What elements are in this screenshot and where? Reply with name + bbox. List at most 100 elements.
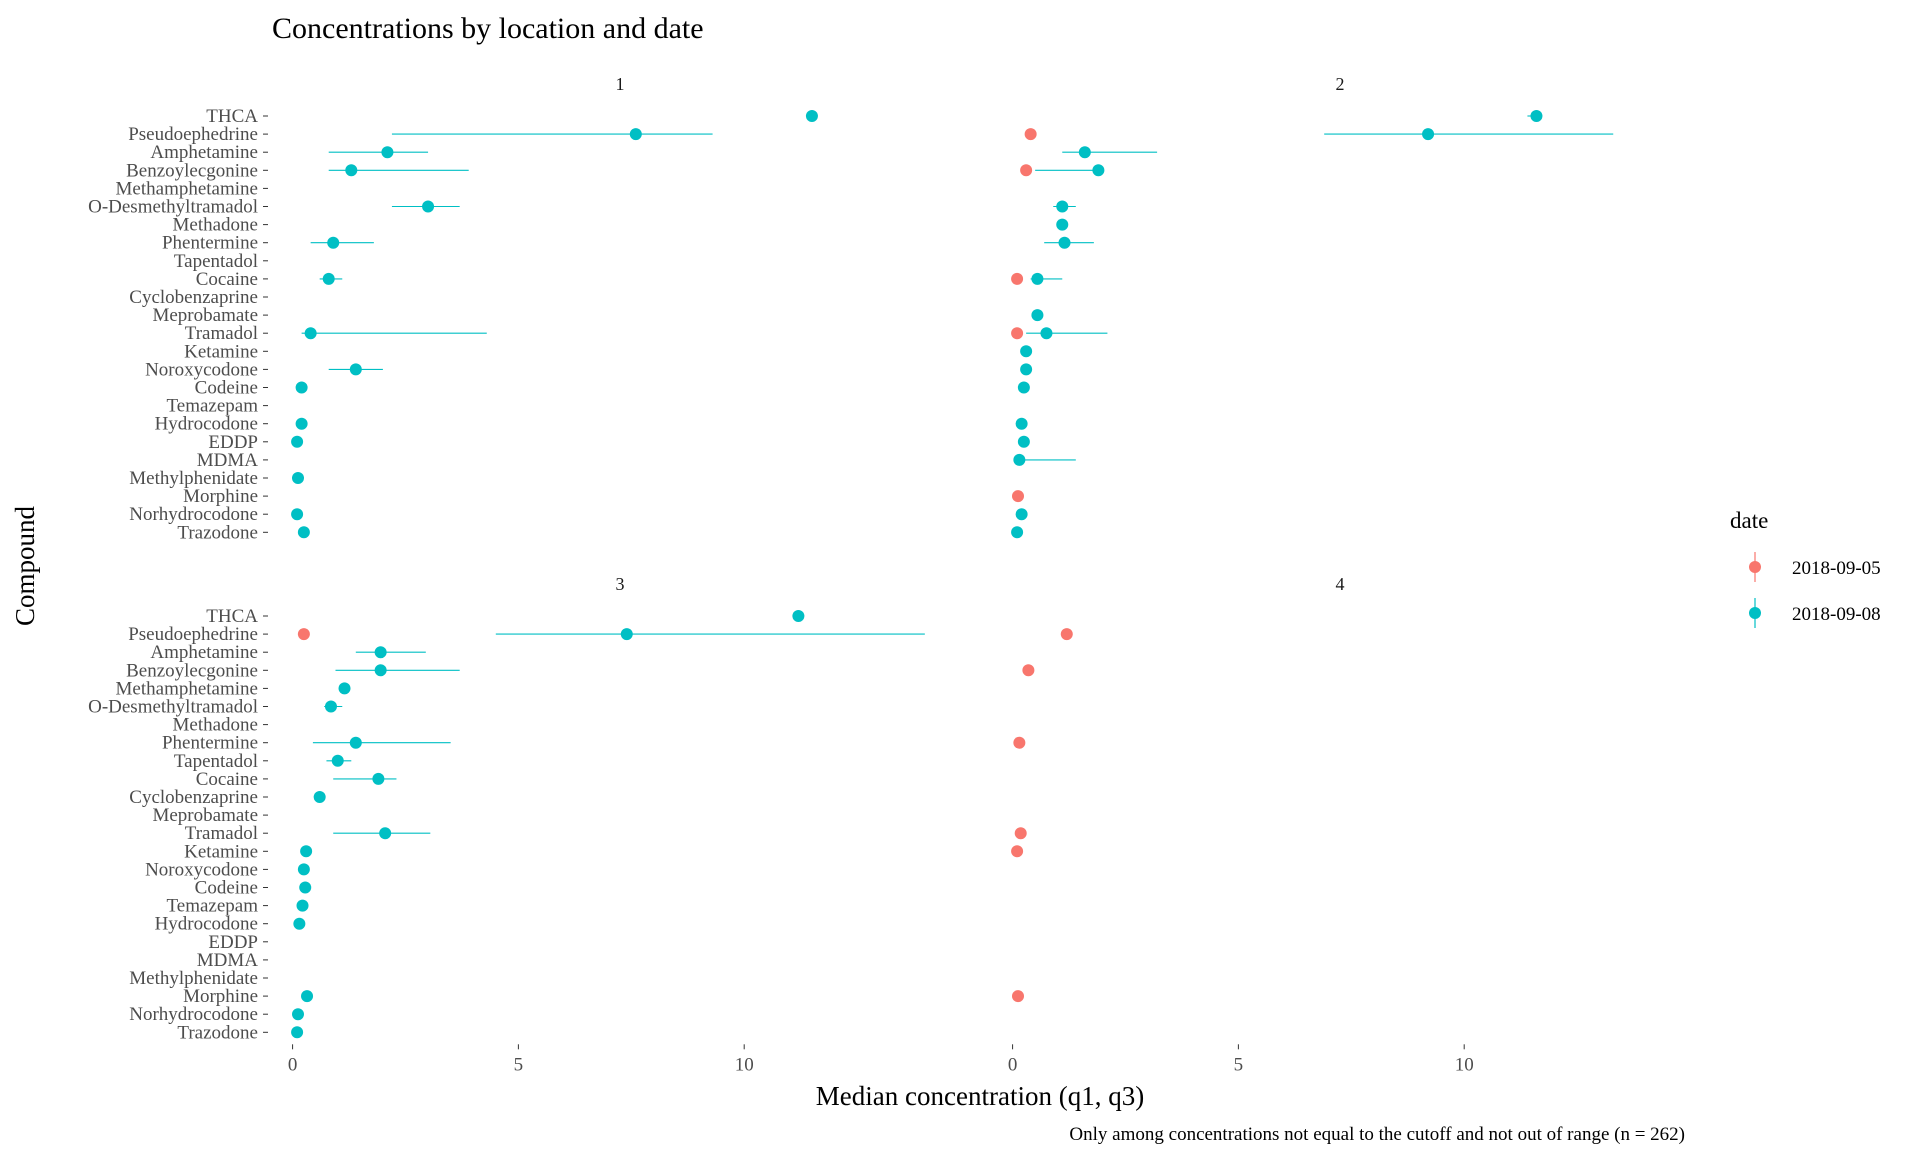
median-point-pseudoephedrine-2018-09-08 [620, 628, 633, 641]
median-point-meprobamate-2018-09-08 [1031, 309, 1044, 322]
legend-label-2018-09-08: 2018-09-08 [1792, 604, 1881, 625]
median-point-eddp-2018-09-08 [1017, 435, 1030, 448]
y-tick-label-benzoylecgonine: Benzoylecgonine [126, 160, 258, 181]
y-tick-label-tapentadol: Tapentadol [174, 251, 258, 272]
legend-label-2018-09-05: 2018-09-05 [1792, 558, 1881, 579]
median-point-methylphenidate-2018-09-08 [292, 472, 304, 484]
median-point-hydrocodone-2018-09-08 [293, 917, 306, 930]
y-tick-label-methadone: Methadone [173, 215, 258, 236]
median-point-noroxycodone-2018-09-08 [349, 363, 362, 376]
median-point-trazodone-2018-09-08 [1011, 526, 1024, 539]
y-tick-label-pseudoephedrine: Pseudoephedrine [128, 124, 258, 145]
panel-1: 1 THCAPseudoephedrineAmphetamineBenzoylec… [88, 74, 818, 543]
median-point-tapentadol-2018-09-08 [331, 754, 344, 767]
y-tick-label-noroxycodone: Noroxycodone [145, 359, 258, 380]
median-point-ketamine-2018-09-05 [1011, 845, 1024, 858]
y-tick-label-ketamine: Ketamine [184, 841, 258, 862]
median-point-eddp-2018-09-08 [291, 435, 304, 448]
panel-strip-label: 4 [1336, 574, 1345, 594]
median-point-hydrocodone-2018-09-08 [295, 417, 308, 430]
y-tick-label-cyclobenzaprine: Cyclobenzaprine [129, 287, 258, 308]
x-axis-title: Median concentration (q1, q3) [816, 1081, 1144, 1111]
median-point-pseudoephedrine-2018-09-08 [629, 128, 642, 141]
y-tick-label-norhydrocodone: Norhydrocodone [129, 504, 258, 525]
median-point-tramadol-2018-09-08 [304, 327, 317, 340]
median-point-methadone-2018-09-08 [1056, 218, 1069, 231]
median-point-amphetamine-2018-09-08 [381, 146, 394, 159]
y-tick-label-hydrocodone: Hydrocodone [155, 414, 258, 435]
y-tick-label-methylphenidate: Methylphenidate [129, 968, 258, 989]
x-tick-label: 5 [514, 1054, 524, 1075]
legend-key-point-2018-09-08 [1749, 607, 1761, 619]
panel-strip-label: 2 [1336, 74, 1345, 94]
y-tick-label-cocaine: Cocaine [196, 269, 258, 290]
y-tick-label-morphine: Morphine [183, 986, 258, 1007]
y-tick-label-cocaine: Cocaine [196, 769, 258, 790]
y-tick-label-codeine: Codeine [195, 378, 258, 399]
median-point-tramadol-2018-09-08 [379, 827, 392, 840]
median-point-noroxycodone-2018-09-08 [1020, 363, 1033, 376]
y-tick-label-trazodone: Trazodone [177, 1022, 258, 1043]
median-point-phentermine-2018-09-08 [327, 236, 340, 249]
y-tick-label-noroxycodone: Noroxycodone [145, 859, 258, 880]
y-tick-label-temazepam: Temazepam [166, 396, 258, 417]
median-point-trazodone-2018-09-08 [291, 1026, 304, 1039]
y-tick-label-trazodone: Trazodone [177, 522, 258, 543]
median-point-morphine-2018-09-05 [1012, 490, 1024, 503]
median-point-benzoylecgonine-2018-09-05 [1022, 664, 1035, 677]
median-point-codeine-2018-09-08 [295, 381, 308, 394]
y-tick-label-pseudoephedrine: Pseudoephedrine [128, 624, 258, 645]
median-point-o-desmethyltramadol-2018-09-08 [1056, 200, 1069, 213]
y-tick-label-tramadol: Tramadol [185, 323, 258, 344]
y-tick-label-o-desmethyltramadol: O-Desmethyltramadol [88, 197, 258, 218]
median-point-codeine-2018-09-08 [1017, 381, 1030, 394]
median-point-hydrocodone-2018-09-08 [1015, 417, 1028, 430]
panel-strip-label: 1 [616, 74, 625, 94]
y-tick-label-hydrocodone: Hydrocodone [155, 914, 258, 935]
median-point-tramadol-2018-09-05 [1011, 327, 1024, 340]
y-tick-label-phentermine: Phentermine [162, 733, 258, 754]
legend: date 2018-09-05 2018-09-08 [1730, 508, 1881, 628]
panel-4: 4 0 5 10 [1008, 574, 1474, 1075]
median-point-trazodone-2018-09-08 [297, 526, 310, 539]
y-tick-label-o-desmethyltramadol: O-Desmethyltramadol [88, 697, 258, 718]
y-tick-label-methadone: Methadone [173, 715, 258, 736]
median-point-benzoylecgonine-2018-09-08 [1092, 164, 1105, 177]
median-point-phentermine-2018-09-08 [349, 736, 362, 749]
median-point-thca-2018-09-08 [792, 610, 805, 622]
median-point-cocaine-2018-09-08 [372, 772, 385, 785]
median-point-cocaine-2018-09-08 [1031, 272, 1044, 285]
x-tick-label: 10 [735, 1054, 754, 1075]
median-point-o-desmethyltramadol-2018-09-08 [324, 700, 337, 713]
median-point-temazepam-2018-09-08 [296, 899, 309, 912]
y-tick-label-mdma: MDMA [197, 450, 259, 471]
chart-caption: Only among concentrations not equal to t… [1069, 1124, 1685, 1145]
y-tick-label-thca: THCA [206, 606, 258, 627]
median-point-thca-2018-09-08 [1530, 110, 1543, 122]
median-point-cyclobenzaprine-2018-09-08 [313, 791, 326, 803]
median-point-methamphetamine-2018-09-08 [338, 682, 351, 695]
chart-title: Concentrations by location and date [272, 12, 704, 45]
median-point-pseudoephedrine-2018-09-05 [1024, 128, 1037, 141]
y-tick-label-mdma: MDMA [197, 950, 259, 971]
y-tick-label-phentermine: Phentermine [162, 233, 258, 254]
y-tick-label-ketamine: Ketamine [184, 341, 258, 362]
y-tick-label-benzoylecgonine: Benzoylecgonine [126, 660, 258, 681]
y-tick-label-methamphetamine: Methamphetamine [116, 178, 258, 199]
median-point-ketamine-2018-09-08 [300, 845, 313, 858]
median-point-ketamine-2018-09-08 [1020, 345, 1033, 358]
x-tick-label: 0 [1008, 1054, 1018, 1075]
y-tick-label-thca: THCA [206, 106, 258, 127]
y-tick-label-methylphenidate: Methylphenidate [129, 468, 258, 489]
legend-title: date [1730, 508, 1768, 533]
median-point-norhydrocodone-2018-09-08 [1015, 508, 1028, 521]
y-tick-label-tapentadol: Tapentadol [174, 751, 258, 772]
y-tick-label-amphetamine: Amphetamine [150, 142, 258, 163]
median-point-cocaine-2018-09-05 [1011, 272, 1024, 285]
y-tick-label-amphetamine: Amphetamine [150, 642, 258, 663]
y-tick-label-codeine: Codeine [195, 878, 258, 899]
median-point-benzoylecgonine-2018-09-05 [1020, 164, 1033, 177]
y-tick-label-morphine: Morphine [183, 486, 258, 507]
median-point-o-desmethyltramadol-2018-09-08 [422, 200, 435, 213]
y-tick-label-eddp: EDDP [208, 432, 258, 453]
